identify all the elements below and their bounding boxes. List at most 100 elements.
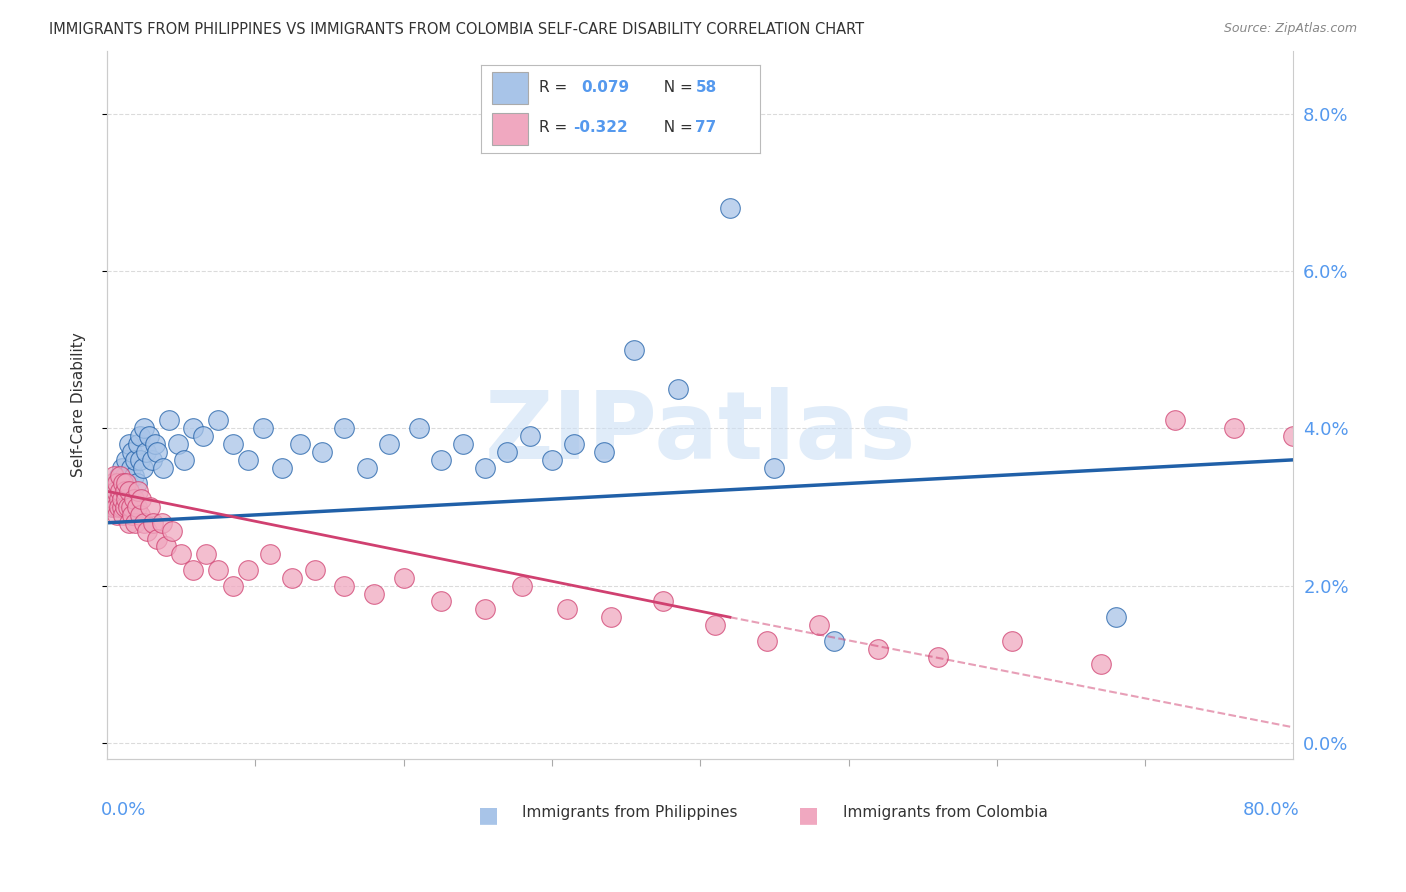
Point bbox=[252, 421, 274, 435]
Point bbox=[181, 563, 204, 577]
Point bbox=[868, 641, 890, 656]
Point bbox=[104, 500, 127, 514]
Point bbox=[157, 413, 180, 427]
Point bbox=[103, 492, 125, 507]
Point bbox=[429, 594, 451, 608]
Point bbox=[146, 445, 169, 459]
Point bbox=[117, 500, 139, 514]
Point bbox=[704, 618, 727, 632]
Point bbox=[128, 429, 150, 443]
Point bbox=[823, 633, 845, 648]
Point bbox=[111, 484, 134, 499]
Point bbox=[112, 508, 135, 522]
Point bbox=[104, 476, 127, 491]
Point bbox=[408, 421, 430, 435]
Point bbox=[107, 476, 129, 491]
Point bbox=[108, 492, 131, 507]
Point bbox=[1341, 406, 1364, 420]
Point bbox=[110, 468, 132, 483]
Point bbox=[1104, 610, 1126, 624]
Point bbox=[392, 571, 415, 585]
Point bbox=[162, 524, 184, 538]
Point bbox=[125, 500, 148, 514]
Point bbox=[134, 516, 156, 530]
Point bbox=[127, 437, 149, 451]
Point bbox=[541, 453, 564, 467]
Point bbox=[114, 484, 136, 499]
Point bbox=[118, 516, 141, 530]
Point bbox=[155, 540, 177, 554]
Point bbox=[170, 547, 193, 561]
Point bbox=[562, 437, 585, 451]
Point bbox=[122, 468, 145, 483]
Point bbox=[429, 453, 451, 467]
Point bbox=[128, 453, 150, 467]
Point bbox=[150, 516, 173, 530]
Point bbox=[304, 563, 326, 577]
Point bbox=[108, 500, 131, 514]
Text: 80.0%: 80.0% bbox=[1243, 801, 1299, 820]
Text: ■: ■ bbox=[478, 805, 499, 825]
Point bbox=[107, 484, 129, 499]
Point bbox=[114, 468, 136, 483]
Point bbox=[333, 421, 356, 435]
Point bbox=[142, 516, 165, 530]
Point bbox=[120, 460, 142, 475]
Point bbox=[167, 437, 190, 451]
Point bbox=[114, 500, 136, 514]
Point bbox=[103, 468, 125, 483]
Point bbox=[207, 563, 229, 577]
Point bbox=[121, 508, 143, 522]
Point bbox=[763, 460, 786, 475]
Point bbox=[115, 492, 138, 507]
Point bbox=[131, 460, 153, 475]
Point bbox=[108, 468, 131, 483]
Point bbox=[474, 602, 496, 616]
Point bbox=[356, 460, 378, 475]
Point bbox=[141, 453, 163, 467]
Text: Source: ZipAtlas.com: Source: ZipAtlas.com bbox=[1223, 22, 1357, 36]
Point bbox=[107, 508, 129, 522]
Point bbox=[756, 633, 779, 648]
Point bbox=[111, 460, 134, 475]
Point bbox=[207, 413, 229, 427]
Point bbox=[195, 547, 218, 561]
Point bbox=[474, 460, 496, 475]
Point bbox=[236, 453, 259, 467]
Point bbox=[496, 445, 519, 459]
Point bbox=[101, 500, 124, 514]
Point bbox=[112, 500, 135, 514]
Point bbox=[193, 429, 215, 443]
Point bbox=[927, 649, 949, 664]
Point bbox=[128, 508, 150, 522]
Point bbox=[138, 429, 160, 443]
Point bbox=[122, 492, 145, 507]
Point bbox=[134, 421, 156, 435]
Point bbox=[181, 421, 204, 435]
Point bbox=[117, 476, 139, 491]
Point bbox=[623, 343, 645, 357]
Point bbox=[124, 453, 146, 467]
Point bbox=[1282, 429, 1305, 443]
Point bbox=[281, 571, 304, 585]
Point bbox=[363, 586, 385, 600]
Point bbox=[718, 201, 741, 215]
Point bbox=[259, 547, 281, 561]
Point bbox=[555, 602, 578, 616]
Point bbox=[271, 460, 294, 475]
Point bbox=[236, 563, 259, 577]
Point bbox=[135, 445, 157, 459]
Point bbox=[118, 437, 141, 451]
Point bbox=[110, 484, 132, 499]
Point bbox=[451, 437, 474, 451]
Text: ZIPatlas: ZIPatlas bbox=[485, 387, 915, 479]
Point bbox=[101, 476, 124, 491]
Text: Immigrants from Philippines: Immigrants from Philippines bbox=[522, 805, 738, 820]
Point bbox=[519, 429, 541, 443]
Point bbox=[98, 492, 121, 507]
Point bbox=[110, 492, 132, 507]
Point bbox=[222, 437, 245, 451]
Point bbox=[510, 579, 533, 593]
Point bbox=[807, 618, 830, 632]
Point bbox=[333, 579, 356, 593]
